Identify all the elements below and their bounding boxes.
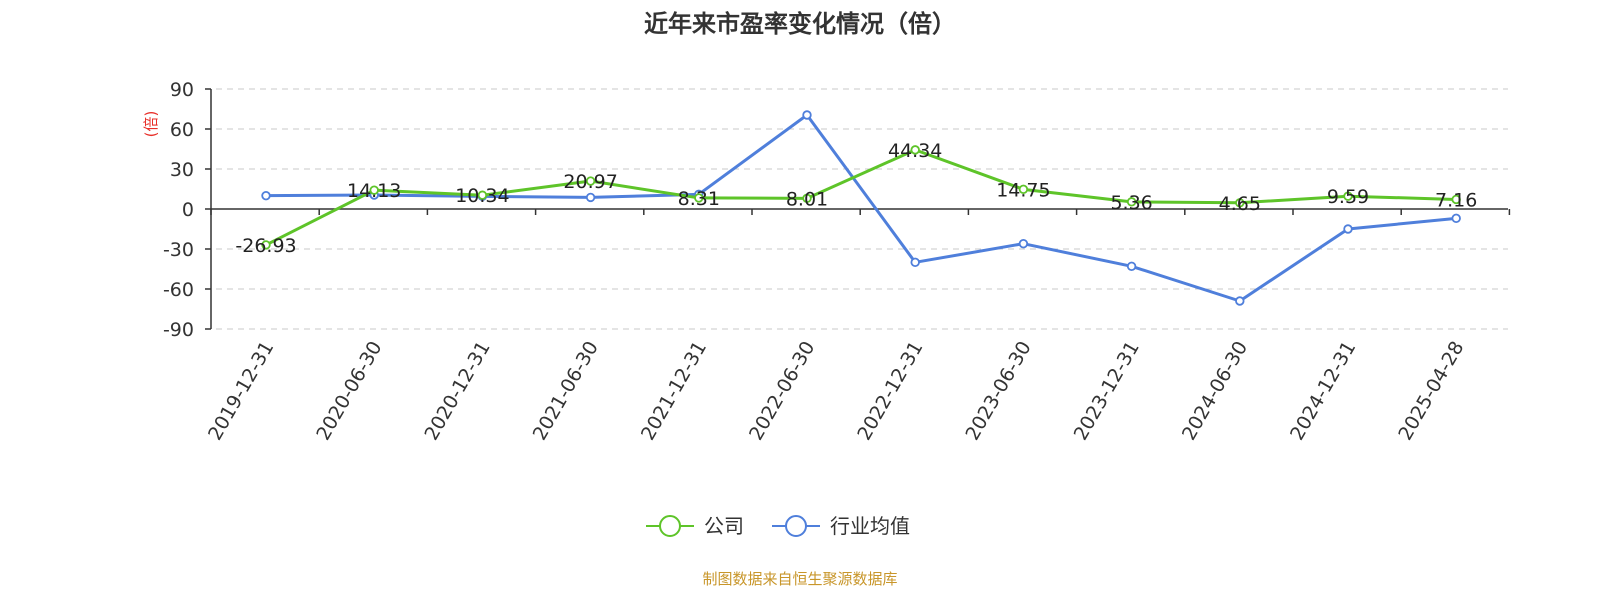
series-line	[265, 148, 1457, 247]
x-tick-label: 2024-06-30	[1178, 338, 1252, 445]
data-point	[369, 185, 379, 195]
data-point	[1343, 224, 1353, 234]
data-point	[910, 145, 920, 155]
data-point	[261, 190, 271, 201]
data-labels: -26.93 14.13 10.34 20.97 8.31 8.01 44.34 14.75 5…	[235, 140, 1477, 257]
data-label: 8.01	[786, 188, 828, 210]
y-tick-label: -30	[163, 239, 194, 261]
data-label: 14.75	[996, 179, 1050, 201]
data-label: 5.36	[1110, 192, 1152, 214]
x-tick-labels: 2019-12-31 2020-06-30 2020-12-31 2021-06-30…	[204, 337, 1468, 444]
legend-marker	[785, 515, 807, 537]
series-lines	[261, 110, 1461, 306]
x-tick-label: 2023-06-30	[961, 338, 1035, 445]
data-label: 7.16	[1435, 189, 1477, 211]
series-line	[265, 113, 1457, 303]
data-point	[1343, 191, 1353, 201]
x-tick-label: 2019-12-31	[204, 338, 278, 445]
y-tick-label: 0	[182, 199, 194, 221]
legend-marker	[659, 515, 681, 537]
data-point	[1235, 198, 1245, 208]
data-point	[1235, 296, 1245, 306]
legend-label: 行业均值	[830, 514, 910, 538]
data-point	[694, 193, 704, 203]
x-tick-label: 2022-06-30	[745, 338, 819, 445]
data-point	[261, 240, 271, 250]
chart-title: 近年来市盈率变化情况（倍）	[644, 10, 956, 38]
y-tick-label: -90	[163, 319, 194, 341]
data-label: -26.93	[235, 235, 296, 257]
data-label: 8.31	[678, 188, 720, 210]
y-tick-label: 60	[170, 119, 194, 141]
y-axis-label: (倍)	[142, 111, 160, 138]
x-tick-label: 2020-12-31	[420, 338, 494, 445]
data-point	[1126, 197, 1137, 207]
data-source-note: 制图数据来自恒生聚源数据库	[702, 570, 897, 588]
data-point	[1451, 194, 1461, 205]
data-point	[477, 190, 488, 200]
y-tick-label: 90	[170, 79, 194, 101]
data-label: 10.34	[455, 185, 509, 207]
data-point	[1018, 184, 1029, 195]
y-tick-label: -60	[163, 279, 194, 301]
data-point	[1126, 261, 1137, 272]
legend-item[interactable]: 行业均值	[772, 514, 910, 538]
x-tick-label: 2024-12-31	[1286, 338, 1360, 445]
data-label: 4.65	[1219, 193, 1261, 215]
x-tick-label: 2025-04-28	[1394, 338, 1468, 445]
x-tick-label: 2023-12-31	[1070, 338, 1144, 445]
axes	[205, 88, 1511, 330]
data-point	[802, 193, 812, 204]
data-point	[585, 176, 596, 186]
legend-label: 公司	[704, 514, 744, 538]
data-label: 44.34	[888, 140, 942, 162]
data-label: 20.97	[563, 171, 617, 193]
data-point	[1018, 238, 1029, 249]
legend: 公司 行业均值	[646, 514, 910, 538]
x-tick-label: 2021-12-31	[637, 338, 711, 445]
data-label: 14.13	[347, 180, 401, 202]
data-point	[910, 257, 920, 268]
x-tick-label: 2022-12-31	[853, 337, 927, 444]
x-tick-label: 2021-06-30	[529, 338, 603, 445]
y-tick-label: 30	[170, 159, 194, 181]
data-label: 9.59	[1327, 186, 1369, 208]
legend-item[interactable]: 公司	[646, 514, 744, 538]
x-tick-label: 2020-06-30	[312, 338, 386, 445]
data-point	[1451, 213, 1461, 224]
data-point	[585, 192, 596, 203]
data-point	[802, 110, 812, 120]
y-tick-labels: 90 60 30 0 -30 -60 -90	[163, 79, 194, 341]
